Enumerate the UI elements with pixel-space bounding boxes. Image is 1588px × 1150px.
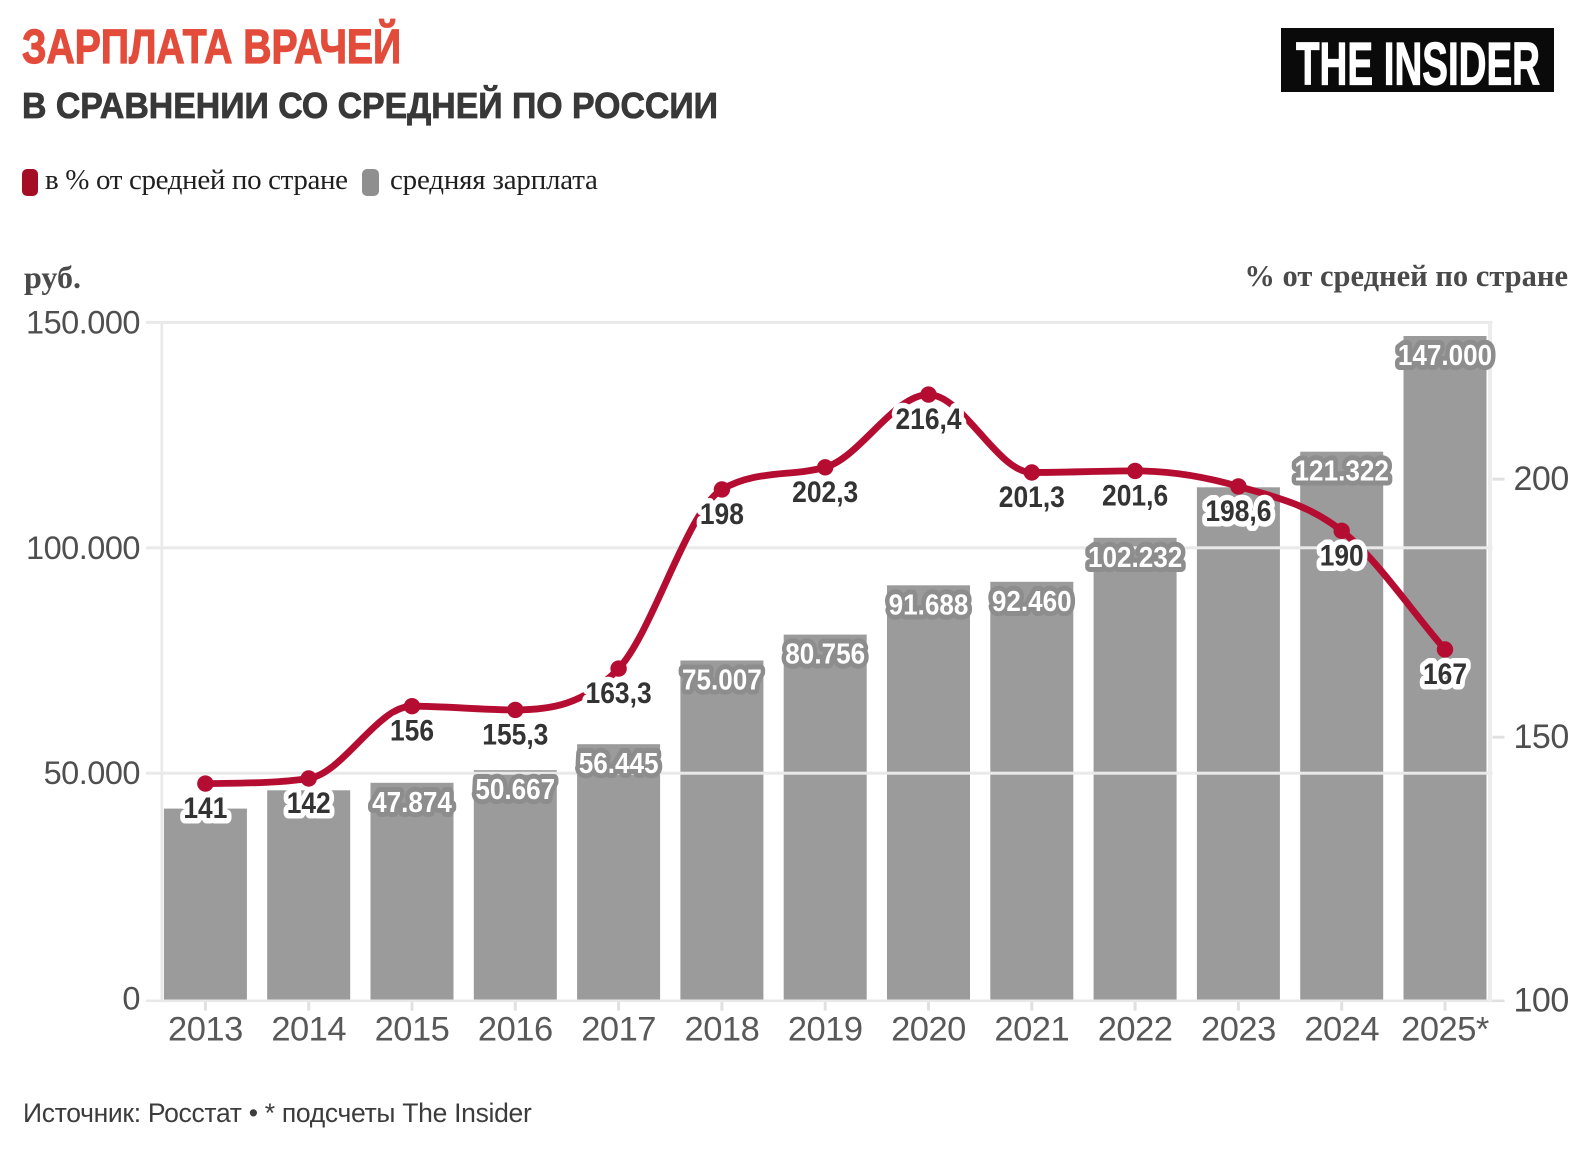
svg-text:190: 190: [1320, 539, 1364, 572]
svg-text:155,3: 155,3: [482, 718, 548, 751]
svg-text:156: 156: [390, 715, 434, 748]
svg-text:121.322: 121.322: [1295, 456, 1389, 488]
svg-text:92.460: 92.460: [992, 586, 1072, 618]
svg-text:198: 198: [700, 498, 744, 531]
svg-text:50.000: 50.000: [44, 755, 140, 791]
svg-text:50.667: 50.667: [475, 774, 555, 806]
svg-text:141: 141: [183, 792, 227, 825]
svg-text:2013: 2013: [168, 1011, 243, 1049]
svg-text:2018: 2018: [685, 1011, 760, 1049]
svg-text:THE INSIDER: THE INSIDER: [1296, 30, 1540, 92]
svg-text:201,6: 201,6: [1102, 479, 1168, 512]
svg-text:2022: 2022: [1098, 1011, 1173, 1049]
svg-text:100: 100: [1514, 982, 1569, 1020]
svg-text:2021: 2021: [994, 1011, 1069, 1049]
svg-text:56.445: 56.445: [579, 748, 659, 780]
svg-text:0: 0: [122, 981, 140, 1017]
svg-text:147.000: 147.000: [1398, 340, 1492, 372]
svg-text:2020: 2020: [891, 1011, 966, 1049]
svg-text:163,3: 163,3: [586, 677, 652, 710]
svg-text:2015: 2015: [375, 1011, 450, 1049]
svg-text:2017: 2017: [581, 1011, 656, 1049]
svg-text:198,6: 198,6: [1205, 495, 1271, 528]
svg-text:102.232: 102.232: [1088, 542, 1182, 574]
svg-text:142: 142: [287, 787, 331, 820]
svg-text:2014: 2014: [271, 1011, 346, 1049]
svg-text:100.000: 100.000: [26, 530, 140, 566]
svg-text:201,3: 201,3: [999, 481, 1065, 514]
svg-text:200: 200: [1514, 460, 1569, 498]
svg-text:2016: 2016: [478, 1011, 553, 1049]
svg-text:150: 150: [1514, 718, 1569, 756]
svg-text:167: 167: [1423, 658, 1467, 691]
svg-text:91.688: 91.688: [889, 589, 969, 621]
svg-text:2019: 2019: [788, 1011, 863, 1049]
svg-text:2023: 2023: [1201, 1011, 1276, 1049]
svg-text:80.756: 80.756: [785, 639, 865, 671]
svg-text:216,4: 216,4: [895, 403, 961, 436]
svg-text:47.874: 47.874: [372, 787, 452, 819]
svg-text:150.000: 150.000: [26, 304, 140, 340]
svg-text:202,3: 202,3: [792, 476, 858, 509]
svg-text:2024: 2024: [1304, 1011, 1379, 1049]
svg-text:2025*: 2025*: [1401, 1011, 1489, 1049]
svg-text:75.007: 75.007: [682, 665, 762, 697]
